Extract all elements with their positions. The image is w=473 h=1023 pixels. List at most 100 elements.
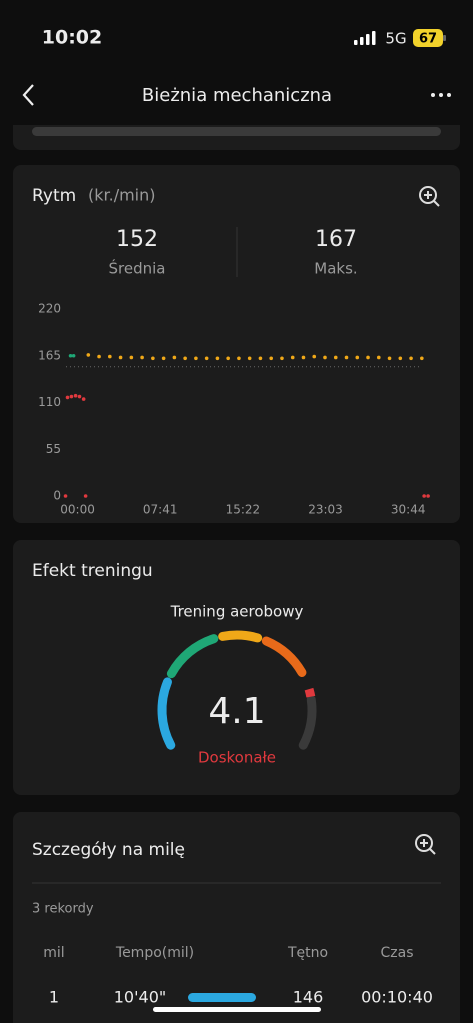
point (420, 356, 424, 361)
point (204, 356, 209, 361)
point (68, 353, 73, 358)
y-tick-label: 220 (38, 302, 61, 316)
gauge-segment (298, 695, 317, 750)
stat-value: 167 (315, 227, 357, 252)
point (183, 356, 187, 361)
y-tick-label: 55 (46, 442, 61, 456)
point (247, 356, 252, 361)
point (258, 356, 263, 361)
y-tick-label: 0 (53, 489, 61, 503)
gauge-segment (166, 634, 219, 679)
card-title: Efekt treningu (32, 561, 153, 581)
status-time: 10:02 (42, 27, 102, 49)
gauge-segment (218, 630, 263, 643)
x-tick-label: 00:00 (60, 503, 95, 517)
card-title: Rytm (32, 186, 76, 206)
point (280, 356, 284, 361)
x-tick-label: 07:41 (143, 503, 178, 517)
point (366, 355, 370, 360)
point (65, 395, 70, 400)
point (409, 356, 413, 361)
point (69, 394, 74, 399)
x-tick-label: 30:44 (391, 503, 426, 517)
point (312, 354, 317, 359)
point (323, 355, 327, 360)
column-header: Tempo(mil) (115, 945, 194, 961)
point (398, 356, 403, 361)
point (97, 354, 101, 359)
point (226, 356, 230, 361)
card (13, 165, 460, 523)
point (77, 394, 82, 399)
point (73, 393, 78, 398)
column-header: Czas (381, 945, 414, 961)
card (13, 540, 460, 795)
x-tick-label: 23:03 (308, 503, 343, 517)
point (63, 494, 68, 498)
record-count: 3 rekordy (32, 902, 94, 917)
gauge-segment (157, 677, 176, 750)
home-indicator (153, 1007, 321, 1012)
zoom-button[interactable] (419, 186, 440, 207)
effect-rating: Doskonałe (198, 749, 276, 767)
card-title: Szczegóły na milę (32, 840, 185, 860)
header-title: Bieżnia mechaniczna (142, 85, 332, 106)
pace-bar (188, 993, 256, 1002)
gauge-segment (261, 636, 307, 677)
cell: 1 (49, 988, 59, 1007)
point (290, 355, 295, 360)
unit: (kr./min) (88, 186, 156, 205)
cell: 146 (293, 988, 324, 1007)
zoom-button[interactable] (415, 834, 436, 855)
column-header: Tętno (287, 945, 328, 961)
point (269, 356, 274, 361)
point (301, 355, 306, 360)
stat-label: Maks. (314, 260, 357, 278)
point (426, 494, 430, 498)
point (81, 397, 86, 401)
point (355, 355, 360, 360)
progress-bar (32, 127, 441, 136)
point (333, 355, 338, 360)
cell: 00:10:40 (361, 988, 433, 1007)
effect-type: Trening aerobowy (170, 603, 304, 621)
y-tick-label: 110 (38, 395, 61, 409)
card (13, 812, 460, 1023)
header-bg (0, 110, 473, 125)
battery-tip (443, 35, 446, 41)
point (118, 355, 123, 360)
column-header: mil (43, 945, 64, 961)
x-tick-label: 15:22 (226, 503, 261, 517)
point (161, 356, 166, 361)
point (83, 494, 88, 498)
effect-value: 4.1 (208, 691, 265, 732)
cadence-chart: 0 55 110 165 220 00:00 07:41 15:22 23:03 30:44 (38, 302, 430, 517)
more-button[interactable] (431, 93, 451, 97)
stat-label: Średnia (109, 259, 166, 278)
point (194, 356, 198, 361)
y-tick-label: 165 (38, 348, 61, 362)
point (387, 356, 392, 361)
gauge-marker (304, 687, 316, 698)
point (344, 355, 349, 360)
table: mil Tempo(mil) Tętno Czas 1 10'40" 146 00:10:40 (43, 945, 433, 1007)
point (422, 494, 426, 498)
point (140, 355, 144, 360)
point (376, 355, 381, 360)
point (151, 356, 155, 361)
point (71, 353, 76, 358)
point (86, 353, 91, 357)
battery-level: 67 (419, 32, 437, 47)
point (237, 356, 241, 361)
point (172, 355, 177, 360)
network: 5G (385, 30, 406, 48)
point (129, 355, 134, 360)
point (108, 354, 112, 359)
signal-icon (354, 31, 376, 45)
point (215, 356, 220, 361)
back-button[interactable] (22, 84, 34, 106)
gauge (157, 630, 317, 750)
stat-value: 152 (116, 227, 158, 252)
